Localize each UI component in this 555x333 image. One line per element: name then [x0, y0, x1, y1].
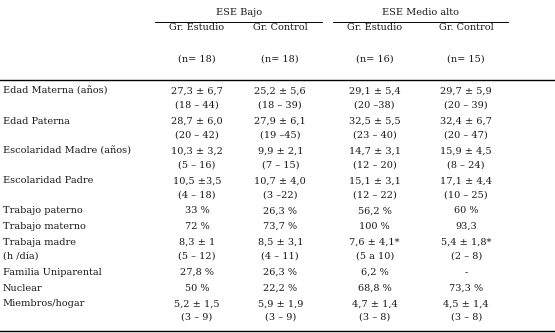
Text: (20 – 39): (20 – 39) — [445, 100, 488, 109]
Text: Familia Uniparental: Familia Uniparental — [3, 268, 102, 277]
Text: 27,3 ± 6,7: 27,3 ± 6,7 — [171, 87, 223, 96]
Text: (12 – 22): (12 – 22) — [352, 190, 397, 199]
Text: (3 – 8): (3 – 8) — [451, 313, 482, 322]
Text: Escolaridad Madre (años): Escolaridad Madre (años) — [3, 147, 131, 156]
Text: 28,7 ± 6,0: 28,7 ± 6,0 — [171, 117, 223, 126]
Text: 60 %: 60 % — [454, 206, 478, 215]
Text: (20 – 47): (20 – 47) — [445, 130, 488, 139]
Text: ESE Bajo: ESE Bajo — [215, 8, 262, 17]
Text: Edad Materna (años): Edad Materna (años) — [3, 87, 107, 96]
Text: (10 – 25): (10 – 25) — [445, 190, 488, 199]
Text: 5,2 ± 1,5: 5,2 ± 1,5 — [174, 299, 220, 308]
Text: 17,1 ± 4,4: 17,1 ± 4,4 — [440, 176, 492, 185]
Text: Trabajo materno: Trabajo materno — [3, 222, 85, 231]
Text: 50 %: 50 % — [185, 283, 209, 292]
Text: 29,7 ± 5,9: 29,7 ± 5,9 — [440, 87, 492, 96]
Text: Trabaja madre: Trabaja madre — [3, 238, 76, 247]
Text: 4,5 ± 1,4: 4,5 ± 1,4 — [443, 299, 489, 308]
Text: Gr. Estudio: Gr. Estudio — [347, 23, 402, 32]
Text: (n= 15): (n= 15) — [447, 55, 485, 64]
Text: 73,3 %: 73,3 % — [449, 283, 483, 292]
Text: Gr. Estudio: Gr. Estudio — [169, 23, 225, 32]
Text: 100 %: 100 % — [359, 222, 390, 231]
Text: 15,9 ± 4,5: 15,9 ± 4,5 — [440, 147, 492, 156]
Text: (12 – 20): (12 – 20) — [353, 160, 396, 169]
Text: (19 –45): (19 –45) — [260, 130, 300, 139]
Text: 68,8 %: 68,8 % — [358, 283, 391, 292]
Text: (h /día): (h /día) — [3, 251, 38, 260]
Text: 7,6 ± 4,1*: 7,6 ± 4,1* — [350, 238, 400, 247]
Text: (18 – 39): (18 – 39) — [259, 100, 302, 109]
Text: (3 – 8): (3 – 8) — [359, 313, 390, 322]
Text: Gr. Control: Gr. Control — [439, 23, 493, 32]
Text: 8,3 ± 1: 8,3 ± 1 — [179, 238, 215, 247]
Text: 4,7 ± 1,4: 4,7 ± 1,4 — [352, 299, 397, 308]
Text: (18 – 44): (18 – 44) — [175, 100, 219, 109]
Text: (4 – 18): (4 – 18) — [178, 190, 216, 199]
Text: (n= 16): (n= 16) — [356, 55, 393, 64]
Text: Edad Paterna: Edad Paterna — [3, 117, 69, 126]
Text: 10,5 ±3,5: 10,5 ±3,5 — [173, 176, 221, 185]
Text: Miembros/hogar: Miembros/hogar — [3, 299, 85, 308]
Text: Escolaridad Padre: Escolaridad Padre — [3, 176, 93, 185]
Text: Trabajo paterno: Trabajo paterno — [3, 206, 83, 215]
Text: (n= 18): (n= 18) — [178, 55, 216, 64]
Text: Gr. Control: Gr. Control — [253, 23, 307, 32]
Text: 6,2 %: 6,2 % — [361, 268, 388, 277]
Text: 25,2 ± 5,6: 25,2 ± 5,6 — [254, 87, 306, 96]
Text: 26,3 %: 26,3 % — [263, 206, 297, 215]
Text: 29,1 ± 5,4: 29,1 ± 5,4 — [349, 87, 401, 96]
Text: 22,2 %: 22,2 % — [263, 283, 297, 292]
Text: 56,2 %: 56,2 % — [357, 206, 392, 215]
Text: (3 – 9): (3 – 9) — [181, 313, 213, 322]
Text: 32,4 ± 6,7: 32,4 ± 6,7 — [440, 117, 492, 126]
Text: (2 – 8): (2 – 8) — [451, 251, 482, 260]
Text: 8,5 ± 3,1: 8,5 ± 3,1 — [258, 238, 303, 247]
Text: 93,3: 93,3 — [455, 222, 477, 231]
Text: (5 – 12): (5 – 12) — [178, 251, 216, 260]
Text: (n= 18): (n= 18) — [261, 55, 299, 64]
Text: -: - — [465, 268, 468, 277]
Text: 10,7 ± 4,0: 10,7 ± 4,0 — [254, 176, 306, 185]
Text: 14,7 ± 3,1: 14,7 ± 3,1 — [349, 147, 401, 156]
Text: ESE Medio alto: ESE Medio alto — [382, 8, 459, 17]
Text: 32,5 ± 5,5: 32,5 ± 5,5 — [349, 117, 401, 126]
Text: Nuclear: Nuclear — [3, 283, 42, 292]
Text: 9,9 ± 2,1: 9,9 ± 2,1 — [258, 147, 303, 156]
Text: 73,7 %: 73,7 % — [263, 222, 297, 231]
Text: 15,1 ± 3,1: 15,1 ± 3,1 — [349, 176, 401, 185]
Text: 10,3 ± 3,2: 10,3 ± 3,2 — [171, 147, 223, 156]
Text: (20 –38): (20 –38) — [355, 100, 395, 109]
Text: (20 – 42): (20 – 42) — [175, 130, 219, 139]
Text: 27,9 ± 6,1: 27,9 ± 6,1 — [254, 117, 306, 126]
Text: 33 %: 33 % — [185, 206, 209, 215]
Text: (5 a 10): (5 a 10) — [356, 251, 393, 260]
Text: (7 – 15): (7 – 15) — [261, 160, 299, 169]
Text: (5 – 16): (5 – 16) — [178, 160, 216, 169]
Text: (23 – 40): (23 – 40) — [353, 130, 396, 139]
Text: (4 – 11): (4 – 11) — [261, 251, 299, 260]
Text: 27,8 %: 27,8 % — [180, 268, 214, 277]
Text: 5,9 ± 1,9: 5,9 ± 1,9 — [258, 299, 303, 308]
Text: (3 –22): (3 –22) — [263, 190, 297, 199]
Text: 26,3 %: 26,3 % — [263, 268, 297, 277]
Text: 72 %: 72 % — [185, 222, 209, 231]
Text: 5,4 ± 1,8*: 5,4 ± 1,8* — [441, 238, 491, 247]
Text: (3 – 9): (3 – 9) — [265, 313, 296, 322]
Text: (8 – 24): (8 – 24) — [447, 160, 485, 169]
